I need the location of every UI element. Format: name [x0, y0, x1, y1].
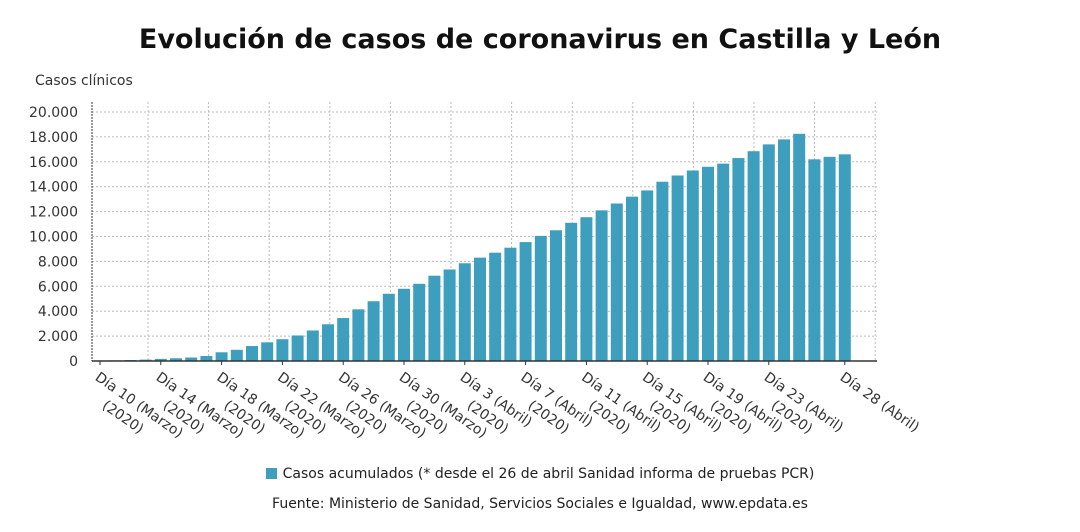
bar — [778, 139, 790, 361]
bar — [474, 257, 486, 361]
y-tick-label: 6.000 — [38, 279, 78, 295]
bar — [367, 301, 380, 361]
bar — [808, 159, 821, 361]
bar — [595, 210, 608, 361]
bar — [322, 324, 334, 361]
legend: Casos acumulados (* desde el 26 de abril… — [0, 466, 1080, 482]
bar — [793, 133, 806, 361]
bar — [702, 166, 714, 361]
bar — [443, 269, 456, 361]
chart-title: Evolución de casos de coronavirus en Cas… — [138, 24, 942, 55]
bar — [215, 352, 228, 361]
bar — [504, 247, 517, 361]
y-tick-label: 2.000 — [38, 329, 78, 345]
bar — [762, 144, 775, 361]
bar — [626, 196, 638, 361]
bar — [337, 318, 350, 361]
x-tick-label: Día 28 (Abril) — [837, 369, 922, 435]
bar — [276, 339, 289, 361]
y-tick-label: 14.000 — [29, 180, 78, 196]
bar — [291, 335, 304, 361]
bar — [489, 252, 502, 361]
bar — [519, 242, 532, 361]
bar — [428, 275, 441, 361]
bar — [261, 342, 274, 361]
y-tick-label: 12.000 — [29, 205, 78, 221]
bar — [610, 203, 623, 361]
bar — [306, 330, 319, 361]
y-tick-label: 0 — [69, 354, 78, 370]
bar — [732, 158, 745, 361]
source-note: Fuente: Ministerio de Sanidad, Servicios… — [272, 496, 808, 512]
y-tick-label: 20.000 — [29, 105, 78, 121]
bar — [170, 358, 182, 361]
bar — [747, 151, 760, 361]
bar — [823, 156, 836, 361]
bar — [641, 190, 654, 361]
bar — [550, 230, 562, 361]
bar — [230, 349, 243, 361]
bar — [565, 222, 578, 361]
y-tick-label: 10.000 — [29, 230, 78, 246]
y-tick-label: 4.000 — [38, 304, 78, 320]
bar — [534, 235, 547, 361]
bar — [458, 263, 471, 361]
bar — [200, 356, 213, 361]
bar — [154, 358, 167, 361]
y-tick-label: 18.000 — [29, 130, 78, 146]
bar — [246, 346, 258, 361]
y-axis-label: Casos clínicos — [35, 73, 133, 89]
bar — [413, 283, 426, 361]
bar — [838, 154, 851, 361]
bar — [398, 288, 410, 361]
y-tick-label: 8.000 — [38, 254, 78, 270]
bar — [656, 181, 669, 361]
legend-swatch — [265, 468, 277, 479]
bar — [717, 163, 730, 361]
bar — [686, 170, 699, 361]
bar — [352, 309, 365, 361]
bar — [185, 357, 198, 361]
bar — [382, 293, 395, 361]
bar — [580, 217, 593, 361]
y-tick-label: 16.000 — [29, 155, 78, 171]
legend-label: Casos acumulados (* desde el 26 de abril… — [282, 466, 815, 482]
bar — [671, 175, 684, 361]
